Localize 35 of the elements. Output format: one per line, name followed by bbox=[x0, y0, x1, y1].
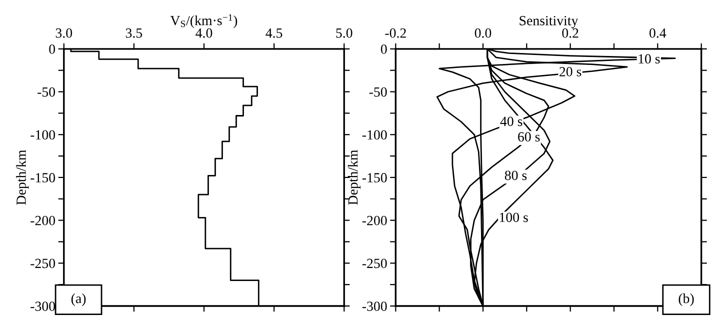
x-tick-label: 0.2 bbox=[562, 28, 578, 38]
x-tick-label: -0.2 bbox=[385, 28, 406, 38]
y-axis-title: Depth/km bbox=[16, 150, 29, 205]
annotation: 100 s bbox=[500, 212, 528, 222]
y-tick-label: 0 bbox=[380, 44, 387, 54]
y-tick-label: -150 bbox=[30, 173, 56, 182]
x-tick-label: 0.0 bbox=[474, 28, 492, 38]
y-tick-label: -300 bbox=[30, 302, 56, 311]
x-tick-label: 5.0 bbox=[336, 28, 352, 38]
annotation: 20 s bbox=[560, 67, 582, 76]
y-tick-label: -200 bbox=[362, 216, 387, 226]
y-tick-label: -300 bbox=[362, 302, 387, 311]
x-axis-title: Sensitivity bbox=[520, 16, 578, 28]
x-tick-label: 0.4 bbox=[650, 28, 666, 38]
annotation: (a) bbox=[71, 293, 86, 306]
annotation: 40 s bbox=[500, 116, 522, 126]
y-tick-label: 0 bbox=[49, 44, 56, 54]
x-tick-label: 3.5 bbox=[126, 28, 142, 38]
annotation: 80 s bbox=[504, 170, 527, 180]
annotation: 60 s bbox=[518, 132, 540, 142]
x-tick-label: 3.0 bbox=[56, 28, 72, 38]
x-tick-label: 4.0 bbox=[196, 28, 212, 38]
annotation: (b) bbox=[678, 293, 694, 306]
y-tick-label: -100 bbox=[362, 130, 387, 140]
y-tick-label: -200 bbox=[30, 216, 56, 226]
x-axis-title: V$_{S}$/(km·s$^{−1}$) bbox=[170, 14, 238, 28]
y-tick-label: -100 bbox=[30, 130, 56, 140]
y-tick-label: -250 bbox=[362, 258, 387, 268]
annotation: 10 s bbox=[638, 54, 660, 64]
y-tick-label: -250 bbox=[30, 258, 56, 268]
y-axis-title: Depth/km bbox=[348, 150, 360, 205]
y-tick-label: -50 bbox=[38, 87, 56, 97]
y-tick-label: -150 bbox=[362, 173, 387, 182]
x-tick-label: 4.5 bbox=[266, 28, 282, 38]
y-tick-label: -50 bbox=[369, 87, 387, 97]
